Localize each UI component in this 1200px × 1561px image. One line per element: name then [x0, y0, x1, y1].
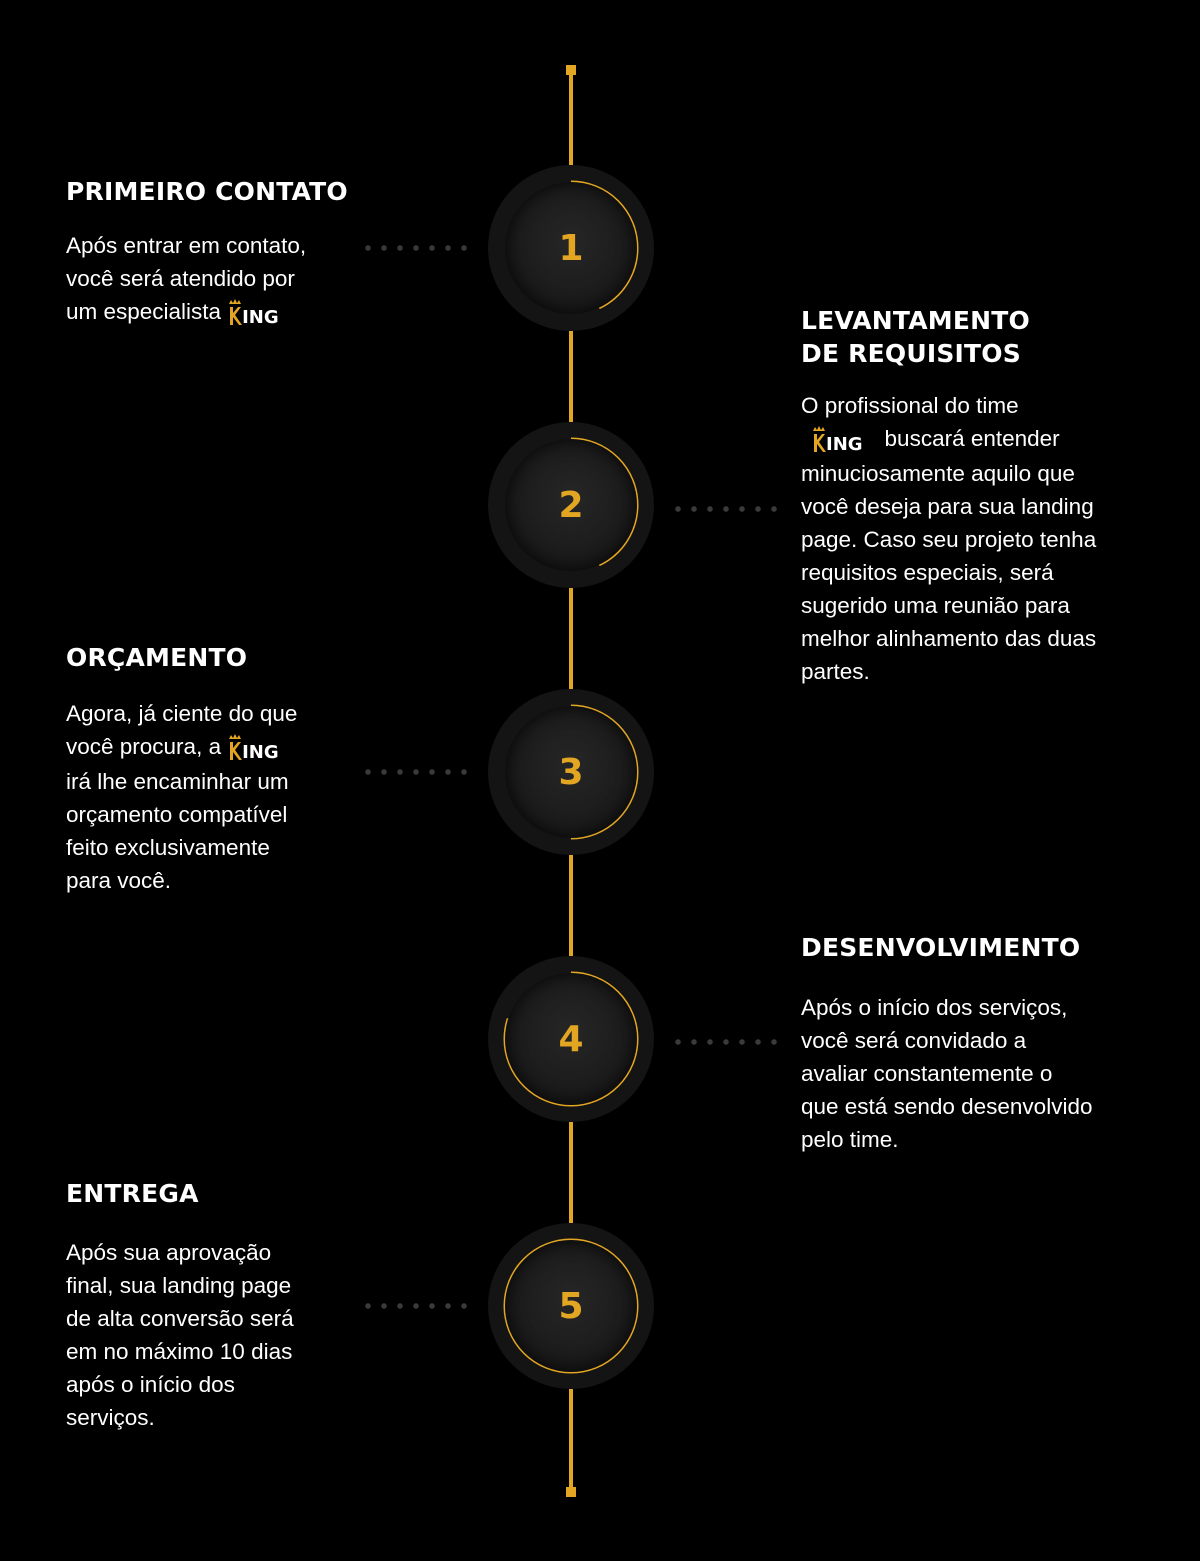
step-title-1: PRIMEIRO CONTATO — [66, 177, 348, 206]
step-title-5: ENTREGA — [66, 1179, 199, 1208]
step-number: 4 — [558, 1018, 584, 1060]
step-number: 1 — [558, 227, 584, 269]
king-logo: ING — [227, 734, 279, 765]
step-description-1: Após entrar em contato, você será atendi… — [66, 233, 307, 330]
timeline-bottom-cap — [566, 1487, 576, 1497]
step-circle-4: 4 — [488, 956, 654, 1122]
dotted-connector — [670, 506, 782, 512]
step-circle-5: 5 — [488, 1223, 654, 1389]
step-circle-3: 3 — [488, 689, 654, 855]
timeline-line — [569, 855, 573, 956]
step-circle-1: 1 — [488, 165, 654, 331]
step-number: 5 — [558, 1285, 584, 1327]
step-title-4: DESENVOLVIMENTO — [801, 933, 1081, 962]
crown-k-icon — [227, 734, 243, 761]
timeline-line — [569, 331, 573, 422]
dotted-connector — [360, 769, 472, 775]
timeline-line — [569, 70, 573, 165]
step-title-2: LEVANTAMENTO DE REQUISITOS — [801, 306, 1030, 368]
step-title-3: ORÇAMENTO — [66, 643, 248, 672]
step-number: 3 — [558, 751, 584, 793]
timeline-line — [569, 1122, 573, 1223]
crown-k-icon — [811, 426, 826, 453]
step-circle-2: 2 — [488, 422, 654, 588]
step-number: 2 — [558, 484, 584, 526]
step-description-4: Após o início dos serviços, você será co… — [801, 995, 1093, 1152]
step-description-5: Após sua aprovação final, sua landing pa… — [66, 1240, 294, 1430]
king-logo: ING — [811, 426, 863, 457]
timeline-line — [569, 588, 573, 689]
crown-k-icon — [227, 299, 243, 326]
dotted-connector — [670, 1039, 782, 1045]
king-logo: ING — [227, 299, 279, 330]
step-description-2: O profissional do time ING buscará entend… — [801, 393, 1097, 684]
dotted-connector — [360, 245, 472, 251]
timeline-line — [569, 1389, 573, 1490]
dotted-connector — [360, 1303, 472, 1309]
